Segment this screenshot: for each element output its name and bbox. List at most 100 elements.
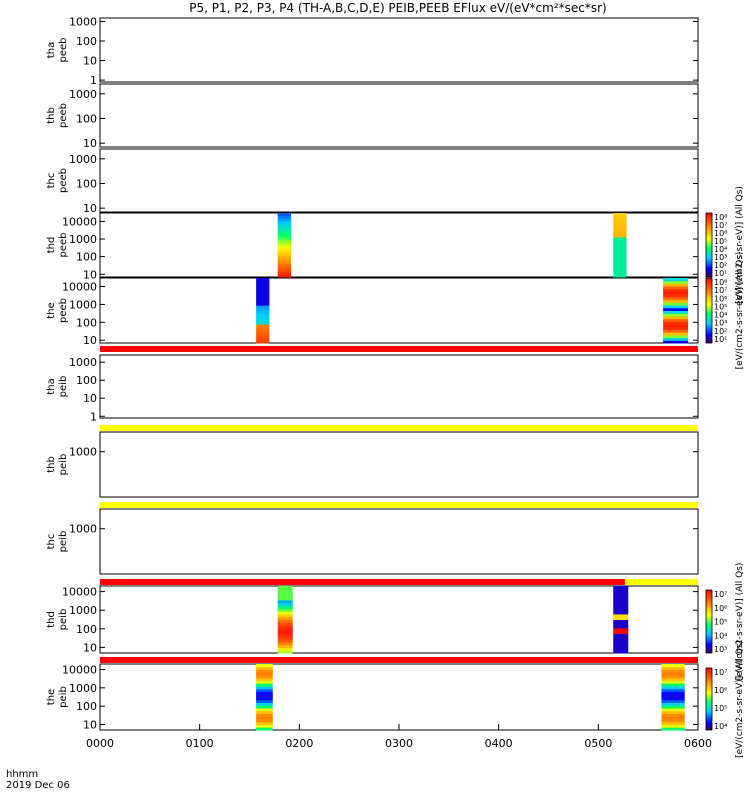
spectrogram-cell bbox=[256, 291, 270, 295]
spectrogram-cell bbox=[277, 608, 293, 612]
spectrogram-cell bbox=[613, 633, 629, 637]
colorbar-scale bbox=[705, 589, 713, 654]
spectrogram-cell bbox=[256, 310, 270, 314]
spectrogram-cell bbox=[277, 633, 293, 637]
spectrogram-cell bbox=[256, 702, 273, 706]
spectrogram-cell bbox=[277, 226, 292, 230]
spectrogram-cell bbox=[277, 261, 292, 265]
spectrogram-bar bbox=[613, 213, 627, 278]
panel-frame bbox=[99, 663, 699, 731]
spectrogram-cell bbox=[661, 686, 685, 690]
spectrogram-cell bbox=[663, 329, 689, 333]
spectrogram-cell bbox=[256, 305, 270, 309]
spectrogram-cell bbox=[613, 611, 629, 615]
spectrogram-cell bbox=[613, 599, 629, 604]
spectrogram-cell bbox=[613, 613, 629, 618]
colorbar-tick-label: 10¹ bbox=[714, 269, 727, 278]
colorbar-tick-label: 10⁷ bbox=[714, 590, 727, 599]
spectrogram-cell bbox=[663, 288, 689, 293]
spectrogram-cell bbox=[613, 231, 627, 235]
colorbar-label: [eV/(cm2-s-sr-eV)] (All Qs) bbox=[735, 640, 745, 758]
spectrogram-cell bbox=[613, 253, 627, 257]
spectrogram-cell bbox=[613, 247, 627, 251]
spectrogram-cell bbox=[661, 669, 685, 673]
spectrogram-cell bbox=[613, 263, 627, 267]
panel-product-label: peeb bbox=[58, 298, 69, 323]
spectrogram-cell bbox=[277, 627, 293, 632]
spectrogram-bar bbox=[661, 664, 685, 731]
colorbar-tick-label: 10⁴ bbox=[714, 311, 727, 320]
spectrogram-cell bbox=[613, 274, 627, 278]
spectrogram-cell bbox=[256, 675, 273, 679]
panel-frame bbox=[99, 212, 699, 278]
spectrogram-cell bbox=[613, 221, 627, 225]
spectrogram-cell bbox=[256, 286, 270, 290]
spectrogram-cell bbox=[277, 215, 292, 219]
panel-frame bbox=[99, 83, 699, 148]
spectrogram-cell bbox=[663, 305, 689, 309]
panel-the-peeb: 10000 1000 100 10 the peeb bbox=[46, 277, 699, 352]
spectrogram-cell bbox=[613, 636, 629, 640]
y-tick-label: 10 bbox=[83, 137, 97, 150]
panel-probe-label: thc bbox=[46, 173, 57, 189]
colorbar-label: [eV/(cm2-s-sr-eV)] (All Qs) bbox=[735, 563, 745, 681]
spectrogram-cell bbox=[613, 250, 627, 254]
x-tick-label: 0000 bbox=[86, 737, 114, 750]
spectrogram-cell bbox=[277, 599, 293, 604]
y-tick-label: 100 bbox=[76, 251, 97, 264]
spectrogram-cell bbox=[661, 697, 685, 701]
spectrogram-cell bbox=[663, 280, 689, 284]
spectrogram-cell bbox=[613, 594, 629, 598]
spectrogram-cell bbox=[663, 324, 689, 328]
spectrogram-cell bbox=[277, 223, 292, 227]
panel-product-label: peeb bbox=[58, 103, 69, 128]
y-tick-label: 100 bbox=[76, 374, 97, 387]
panel-thc-peeb: 1000 100 10 thc peeb bbox=[46, 148, 699, 215]
spectrogram-cell bbox=[661, 672, 685, 676]
spectrogram-cell bbox=[613, 266, 627, 270]
spectrogram-cell bbox=[256, 686, 273, 690]
spectrogram-cell bbox=[256, 299, 270, 303]
corner-label-hhmm: hhmm bbox=[6, 769, 38, 780]
spectrogram-bar bbox=[256, 278, 270, 344]
status-bar-segment bbox=[100, 579, 625, 585]
spectrogram-cell bbox=[256, 302, 270, 306]
spectrogram-cell bbox=[663, 332, 689, 336]
spectrogram-cell bbox=[256, 294, 270, 298]
y-tick-label: 1000 bbox=[69, 88, 97, 101]
spectrogram-cell bbox=[613, 597, 629, 601]
spectrogram-cell bbox=[613, 605, 629, 609]
panel-frame bbox=[99, 17, 699, 83]
x-tick-label: 0600 bbox=[684, 737, 712, 750]
spectrogram-cell bbox=[663, 310, 689, 314]
panel-thb-peeb: 1000 100 10 thb peeb bbox=[46, 83, 699, 150]
y-tick-label: 100 bbox=[76, 700, 97, 713]
colorbar-tick-label: 10⁷ bbox=[714, 668, 727, 677]
panel-tha-peeb: 1000 100 10 1 tha peeb bbox=[46, 15, 699, 87]
spectrogram-cell bbox=[613, 616, 629, 620]
spectrogram-cell bbox=[613, 630, 629, 634]
spectrogram-cell bbox=[256, 708, 273, 712]
spectrogram-cell bbox=[256, 691, 273, 695]
colorbar-label: [eV/(cm2-s-sr-eV)] (All Qs) bbox=[735, 252, 745, 370]
y-tick-label: 100 bbox=[76, 623, 97, 636]
spectrogram-cell bbox=[613, 619, 629, 623]
colorbar: 10⁷ 10⁶ 10⁵ 10⁴ 10³ [eV/(cm2-s-sr-eV)] (All Q… bbox=[705, 563, 745, 681]
spectrogram-cell bbox=[277, 622, 293, 626]
spectrogram-cell bbox=[277, 605, 293, 609]
spectrogram-cell bbox=[613, 213, 627, 217]
panel-frame bbox=[99, 148, 699, 213]
spectrogram-cell bbox=[613, 644, 629, 648]
colorbar-tick-label: 10² bbox=[714, 261, 727, 270]
spectrogram-cell bbox=[663, 286, 689, 290]
spectrogram-cell bbox=[256, 677, 273, 681]
spectrogram-cell bbox=[277, 625, 293, 629]
spectrogram-cell bbox=[613, 622, 629, 626]
spectrogram-bar bbox=[613, 586, 629, 654]
spectrogram-cell bbox=[256, 697, 273, 701]
spectrogram-cell bbox=[256, 278, 270, 282]
spectrogram-cell bbox=[613, 588, 629, 593]
spectrogram-cell bbox=[661, 710, 685, 714]
colorbar-scale bbox=[705, 212, 713, 278]
